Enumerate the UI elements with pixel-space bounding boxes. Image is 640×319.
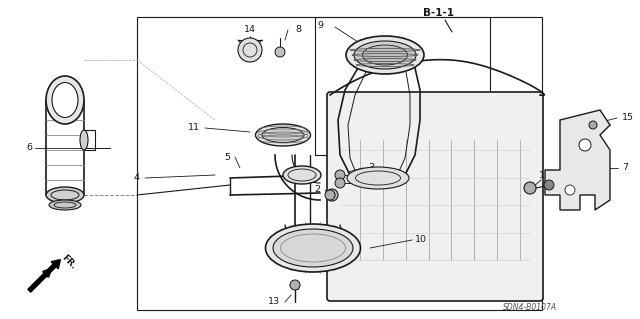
Text: 13: 13 <box>555 170 567 180</box>
Ellipse shape <box>49 200 81 210</box>
Text: 10: 10 <box>415 235 427 244</box>
Text: 3: 3 <box>312 174 318 182</box>
Text: 4: 4 <box>134 174 140 182</box>
Text: 1: 1 <box>368 175 374 184</box>
Text: 7: 7 <box>622 164 628 173</box>
Circle shape <box>589 121 597 129</box>
Ellipse shape <box>80 130 88 150</box>
Text: 3: 3 <box>368 164 374 173</box>
Circle shape <box>329 192 335 198</box>
Circle shape <box>565 185 575 195</box>
Ellipse shape <box>262 128 304 143</box>
Ellipse shape <box>266 224 360 272</box>
Circle shape <box>326 189 338 201</box>
Circle shape <box>335 178 345 188</box>
Text: 9: 9 <box>317 20 323 29</box>
Circle shape <box>275 47 285 57</box>
Ellipse shape <box>347 167 409 189</box>
Text: 15: 15 <box>622 114 634 122</box>
Text: 6: 6 <box>26 144 32 152</box>
Ellipse shape <box>273 229 353 267</box>
Text: FR.: FR. <box>60 253 77 271</box>
Text: 2: 2 <box>314 186 320 195</box>
Circle shape <box>335 170 345 180</box>
Circle shape <box>524 182 536 194</box>
Text: 11: 11 <box>188 123 200 132</box>
Circle shape <box>325 190 335 200</box>
Ellipse shape <box>346 36 424 74</box>
Text: SDN4-B0107A: SDN4-B0107A <box>503 303 557 313</box>
Circle shape <box>238 38 262 62</box>
FancyBboxPatch shape <box>327 92 543 301</box>
FancyArrow shape <box>28 260 60 292</box>
Bar <box>137 17 542 310</box>
Ellipse shape <box>46 76 84 124</box>
Polygon shape <box>545 110 610 210</box>
Ellipse shape <box>354 41 416 69</box>
Text: 1: 1 <box>539 170 545 180</box>
Text: 13: 13 <box>268 298 280 307</box>
Text: B-1-1: B-1-1 <box>422 8 454 18</box>
Ellipse shape <box>362 45 408 65</box>
Text: 5: 5 <box>224 152 230 161</box>
Circle shape <box>290 280 300 290</box>
Ellipse shape <box>255 124 310 146</box>
Text: 14: 14 <box>244 26 256 34</box>
Text: 8: 8 <box>295 26 301 34</box>
Circle shape <box>579 139 591 151</box>
Ellipse shape <box>46 187 84 203</box>
Ellipse shape <box>52 83 78 117</box>
Circle shape <box>544 180 554 190</box>
Ellipse shape <box>283 166 321 184</box>
